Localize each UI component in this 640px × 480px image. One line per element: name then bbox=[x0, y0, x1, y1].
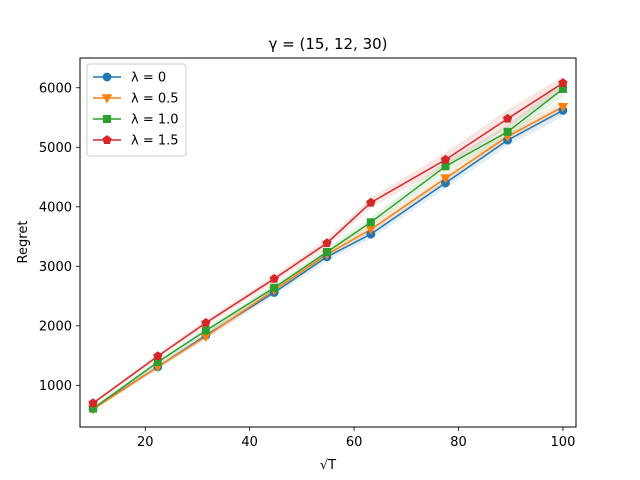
series-markers bbox=[87, 78, 569, 415]
legend-box bbox=[86, 63, 187, 157]
data-point-s3-6 bbox=[440, 154, 451, 164]
y-axis-ticks: 1000 2000 3000 4000 5000 6000 bbox=[39, 81, 80, 394]
data-point-s2-7 bbox=[503, 127, 512, 136]
legend: λ = 0 λ = 0.5 λ = 1.0 λ = 1.5 bbox=[86, 63, 187, 157]
data-point-s3-7 bbox=[502, 113, 513, 123]
x-tick-label: 100 bbox=[551, 435, 576, 450]
data-point-s3-1 bbox=[153, 351, 163, 361]
y-axis-title: Regret bbox=[16, 221, 31, 264]
x-tick-label: 60 bbox=[346, 435, 363, 450]
data-point-s1-8 bbox=[557, 103, 569, 113]
y-tick-label: 5000 bbox=[39, 141, 72, 156]
data-point-s3-4 bbox=[322, 238, 332, 248]
data-point-s2-3 bbox=[270, 283, 279, 292]
data-point-s3-8 bbox=[558, 78, 568, 87]
y-tick-label: 4000 bbox=[39, 200, 72, 215]
data-point-s2-4 bbox=[322, 248, 331, 257]
data-point-s3-0 bbox=[88, 398, 98, 408]
plot-frame bbox=[79, 57, 577, 428]
y-tick-label: 2000 bbox=[39, 319, 72, 334]
data-point-s3-3 bbox=[269, 273, 279, 283]
legend-label-3: λ = 1.5 bbox=[131, 134, 179, 149]
legend-label-1: λ = 0.5 bbox=[131, 92, 179, 107]
x-tick-label: 40 bbox=[241, 435, 258, 450]
data-point-s2-5 bbox=[366, 218, 375, 227]
y-tick-label: 3000 bbox=[39, 260, 72, 275]
data-point-s2-6 bbox=[441, 162, 450, 171]
data-point-s3-5 bbox=[366, 197, 376, 207]
legend-label-2: λ = 1.0 bbox=[131, 113, 179, 128]
legend-marker-3 bbox=[102, 135, 112, 144]
chart-title: γ = (15, 12, 30) bbox=[268, 35, 387, 53]
x-tick-label: 80 bbox=[450, 435, 467, 450]
y-tick-label: 6000 bbox=[39, 81, 72, 96]
data-point-s2-2 bbox=[201, 326, 210, 335]
legend-marker-0 bbox=[102, 72, 112, 82]
x-tick-label: 20 bbox=[137, 435, 154, 450]
x-axis-title: √T bbox=[320, 458, 336, 473]
legend-marker-1 bbox=[101, 94, 113, 104]
data-point-s3-2 bbox=[201, 317, 211, 327]
legend-label-0: λ = 0 bbox=[131, 71, 166, 86]
y-tick-label: 1000 bbox=[39, 379, 72, 394]
x-axis-ticks: 20 40 60 80 100 bbox=[137, 427, 575, 450]
legend-marker-2 bbox=[103, 115, 112, 124]
data-point-s1-6 bbox=[440, 174, 451, 184]
